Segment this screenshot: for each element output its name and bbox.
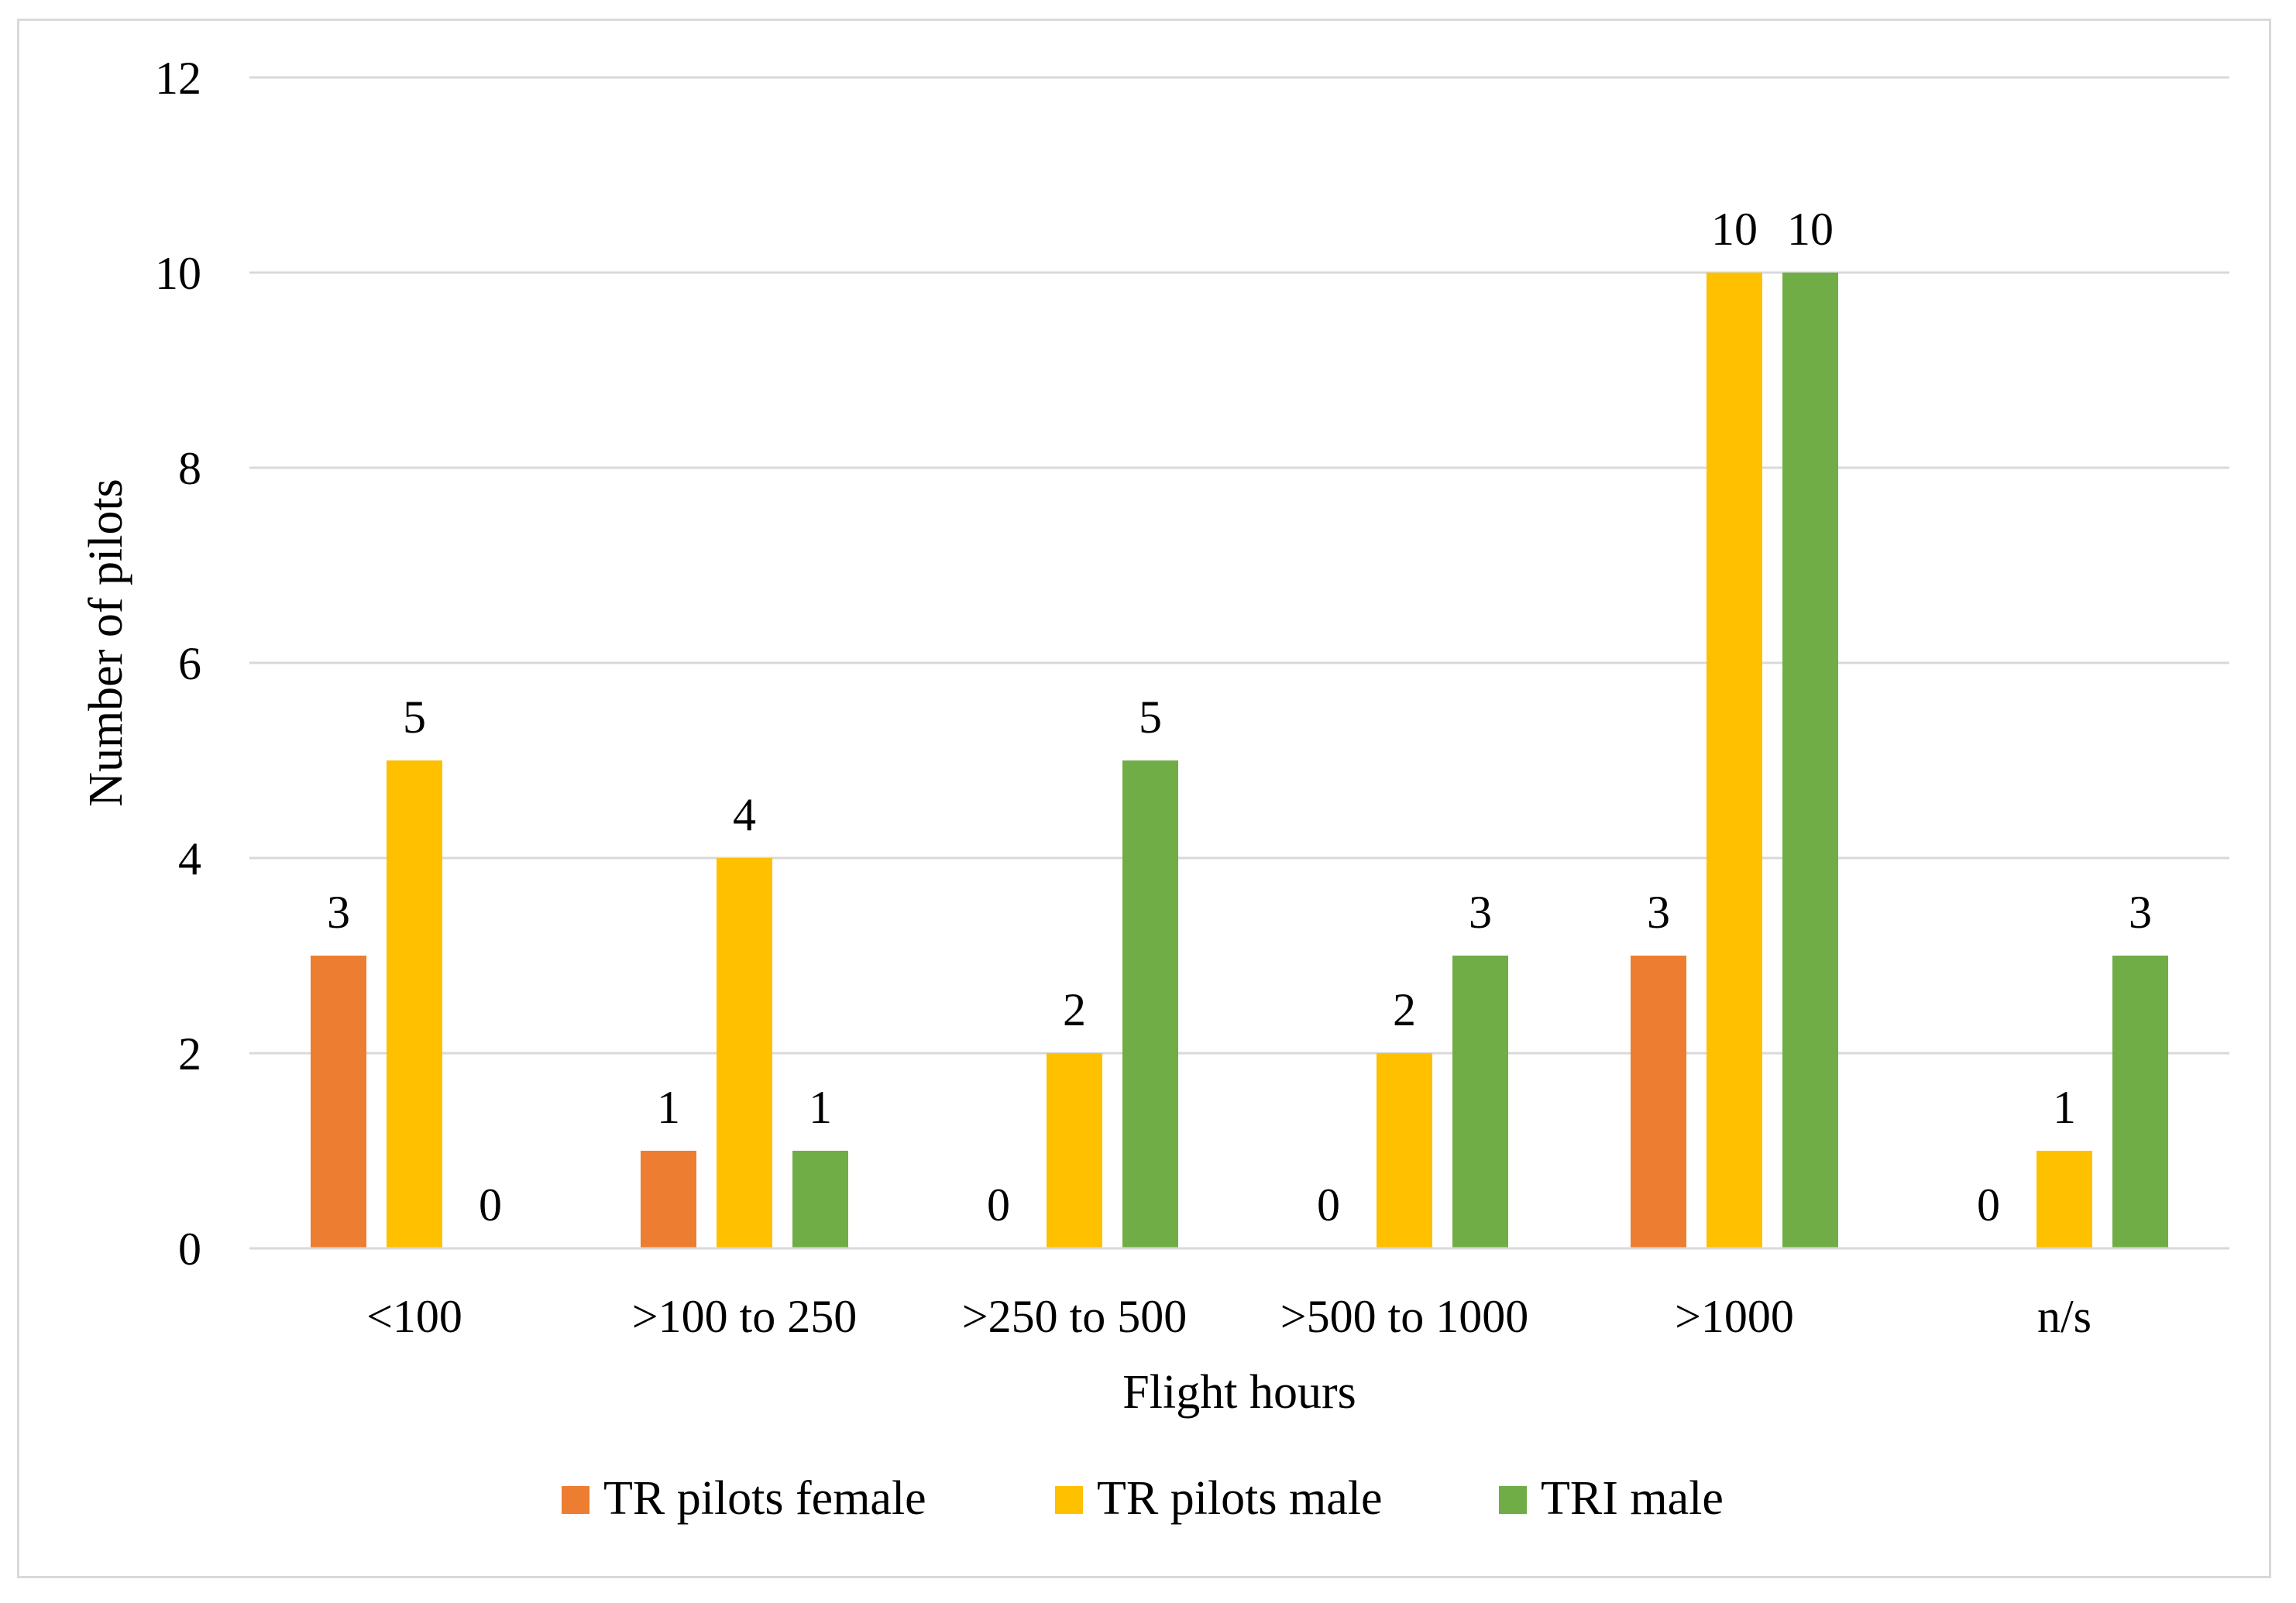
bar	[1047, 1053, 1102, 1248]
x-tick-label: >100 to 250	[632, 1291, 858, 1342]
data-label: 3	[2129, 887, 2152, 938]
bar	[1452, 956, 1508, 1248]
legend: TR pilots female TR pilots male TRI male	[562, 1472, 1724, 1525]
bar	[311, 956, 366, 1248]
x-tick-label: n/s	[2037, 1291, 2091, 1342]
data-label: 0	[479, 1179, 502, 1231]
legend-swatch	[1499, 1486, 1527, 1514]
data-label: 0	[987, 1179, 1010, 1231]
y-axis-ticks: 0 2 4 6 8 10 12	[155, 53, 201, 1275]
x-tick-label: >1000	[1675, 1291, 1794, 1342]
data-label: 0	[1977, 1179, 2000, 1231]
y-tick-label: 8	[178, 443, 201, 494]
x-tick-label: >250 to 500	[962, 1291, 1188, 1342]
bar	[792, 1151, 848, 1248]
data-label: 0	[1317, 1179, 1340, 1231]
gridlines	[249, 76, 2229, 1055]
data-label: 2	[1393, 984, 1416, 1035]
data-label: 1	[809, 1082, 832, 1133]
data-label: 2	[1063, 984, 1086, 1035]
data-label: 1	[2053, 1082, 2076, 1133]
bar	[2112, 956, 2168, 1248]
x-axis-title: Flight hours	[1122, 1366, 1356, 1419]
bar	[2036, 1151, 2092, 1248]
data-label: 4	[733, 789, 756, 840]
x-tick-label: >500 to 1000	[1280, 1291, 1529, 1342]
bar	[641, 1151, 696, 1248]
data-label: 10	[1787, 204, 1834, 255]
y-tick-label: 0	[178, 1224, 201, 1275]
x-axis-ticks: <100 >100 to 250 >250 to 500 >500 to 1000 >1…	[366, 1291, 2091, 1342]
legend-swatch	[562, 1486, 589, 1514]
legend-label: TRI male	[1541, 1472, 1724, 1525]
y-tick-label: 2	[178, 1028, 201, 1080]
data-label: 5	[403, 692, 426, 743]
y-tick-label: 4	[178, 833, 201, 884]
data-label: 3	[1469, 887, 1492, 938]
y-tick-label: 6	[178, 638, 201, 689]
data-label: 3	[1647, 887, 1670, 938]
bar	[1377, 1053, 1432, 1248]
legend-label: TR pilots male	[1097, 1472, 1383, 1525]
bar	[1122, 760, 1178, 1248]
data-label: 10	[1711, 204, 1758, 255]
data-label: 5	[1139, 692, 1162, 743]
data-label: 1	[657, 1082, 680, 1133]
y-axis-title: Number of pilots	[80, 479, 132, 807]
data-label: 3	[327, 887, 350, 938]
legend-label: TR pilots female	[603, 1472, 926, 1525]
legend-swatch	[1055, 1486, 1083, 1514]
bar	[387, 760, 442, 1248]
bar	[1631, 956, 1686, 1248]
bar	[717, 858, 772, 1248]
bar	[1707, 273, 1762, 1248]
x-tick-label: <100	[366, 1291, 462, 1342]
y-tick-label: 10	[155, 248, 201, 299]
bars	[311, 273, 2168, 1248]
y-tick-label: 12	[155, 53, 201, 104]
bar	[1782, 273, 1838, 1248]
